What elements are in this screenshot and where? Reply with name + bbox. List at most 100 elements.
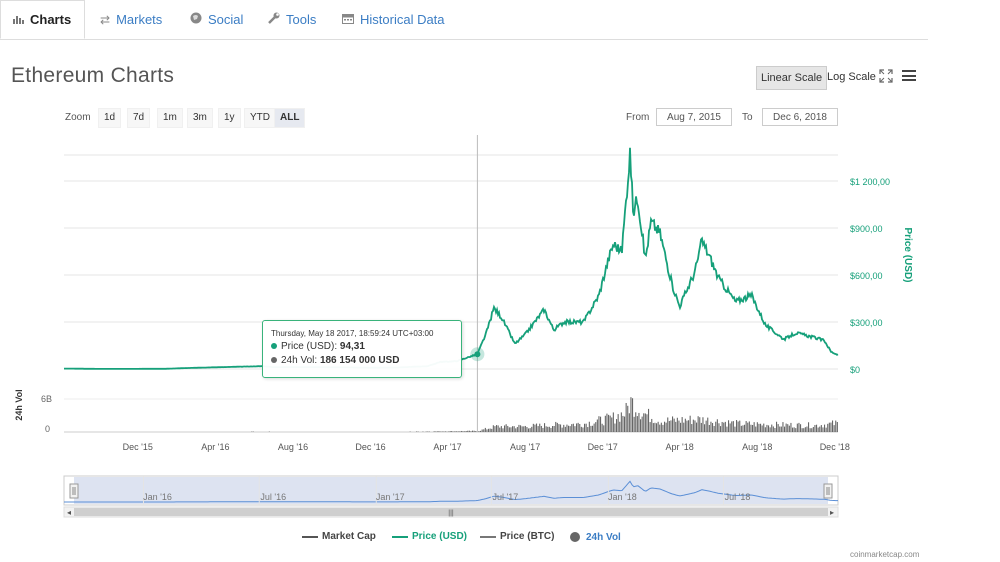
tab-markets[interactable]: ⇄ Markets (100, 0, 162, 39)
volume-bar (468, 430, 470, 432)
volume-bar (539, 423, 541, 432)
tooltip-price-label: Price (USD): (281, 341, 338, 352)
volume-bar (680, 422, 682, 432)
tab-historical-data[interactable]: Historical Data (342, 0, 445, 39)
volume-bar (724, 421, 726, 432)
volume-bar (521, 426, 523, 432)
linear-scale-button[interactable]: Linear Scale (756, 66, 828, 90)
volume-bar (694, 420, 696, 432)
volume-bar (441, 431, 443, 432)
volume-bar (524, 425, 526, 432)
volume-bar (555, 421, 557, 432)
volume-bar (540, 425, 542, 432)
volume-bar (793, 427, 795, 432)
volume-bar (806, 426, 808, 432)
volume-bar (827, 423, 829, 432)
from-date-input[interactable]: Aug 7, 2015 (656, 108, 732, 126)
volume-bar (713, 425, 715, 432)
navigator-tick-label: Jan '17 (376, 492, 405, 502)
volume-bar (686, 420, 688, 432)
fullscreen-icon[interactable] (879, 69, 893, 86)
volume-bar (536, 423, 538, 432)
volume-bar (502, 428, 504, 432)
volume-bar (632, 398, 634, 432)
volume-bar (505, 424, 507, 432)
volume-bar (518, 424, 520, 432)
zoom-1y-button[interactable]: 1y (218, 108, 241, 128)
volume-bar (692, 419, 694, 432)
volume-bar (747, 422, 749, 432)
tab-social[interactable]: Social (190, 0, 243, 39)
zoom-3m-button[interactable]: 3m (187, 108, 213, 128)
volume-bar (771, 424, 773, 432)
volume-bar (836, 422, 838, 432)
volume-bar (700, 422, 702, 432)
y-tick-label: $0 (850, 365, 860, 375)
volume-bar (504, 425, 506, 432)
legend-market-cap[interactable]: Market Cap (302, 531, 376, 542)
x-tick-label: Aug '17 (510, 442, 540, 452)
volume-bar (465, 430, 467, 432)
legend-label: 24h Vol (586, 531, 621, 543)
volume-bar (640, 419, 642, 432)
tab-tools[interactable]: Tools (268, 0, 316, 39)
volume-bar (712, 423, 714, 432)
tooltip-price-value: 94,31 (339, 341, 365, 352)
volume-bar (513, 426, 515, 432)
volume-bar (520, 425, 522, 432)
volume-bar (635, 412, 637, 432)
legend-label: Market Cap (322, 531, 376, 542)
volume-bar (716, 419, 718, 432)
zoom-all-button[interactable]: ALL (274, 108, 306, 128)
volume-bar (761, 425, 763, 432)
zoom-1d-button[interactable]: 1d (98, 108, 122, 128)
volume-bar (676, 417, 678, 432)
tab-label: Historical Data (360, 12, 445, 27)
volume-bar (494, 426, 496, 432)
to-date-input[interactable]: Dec 6, 2018 (762, 108, 838, 126)
log-scale-button[interactable]: Log Scale (827, 71, 876, 83)
legend-label: Price (BTC) (500, 531, 555, 542)
legend-24h-vol[interactable]: 24h Vol (569, 531, 621, 543)
legend-price-usd[interactable]: Price (USD) (392, 531, 467, 542)
volume-bar (571, 424, 573, 432)
volume-bar (748, 421, 750, 432)
volume-bar (622, 415, 624, 432)
scrollbar-thumb[interactable] (74, 508, 828, 516)
volume-bar (721, 421, 723, 432)
volume-bar (582, 427, 584, 432)
volume-bar (592, 425, 594, 432)
volume-bar (702, 417, 704, 432)
tab-charts[interactable]: Charts (0, 0, 85, 39)
navigator-handle[interactable] (823, 483, 833, 499)
volume-bar (726, 426, 728, 432)
navigator-line (64, 480, 838, 503)
price-dot-icon (271, 343, 277, 350)
volume-bar (814, 424, 816, 432)
volume-bar (752, 424, 754, 432)
volume-bar (488, 428, 490, 432)
volume-bar (457, 431, 459, 432)
zoom-1m-button[interactable]: 1m (157, 108, 183, 128)
zoom-7d-button[interactable]: 7d (127, 108, 151, 128)
legend-price-btc[interactable]: Price (BTC) (480, 531, 554, 542)
volume-bar (728, 420, 730, 432)
volume-bar (756, 422, 758, 432)
volume-bar (824, 424, 826, 432)
volume-bar (587, 427, 589, 432)
volume-bar (598, 416, 600, 432)
menu-icon[interactable] (902, 70, 916, 81)
volume-bar (832, 420, 834, 432)
x-tick-label: Aug '16 (278, 442, 308, 452)
tab-bar: Charts ⇄ Markets Social Tools Historical… (0, 0, 928, 40)
volume-bar (427, 431, 429, 432)
volume-bar (782, 422, 784, 432)
vol-tick-label: 0 (45, 424, 50, 434)
volume-bar (720, 426, 722, 432)
navigator-handle[interactable] (69, 483, 79, 499)
volume-bar (456, 431, 458, 432)
volume-bar (558, 424, 560, 432)
x-tick-label: Apr '16 (201, 442, 229, 452)
volume-bar (595, 422, 597, 432)
